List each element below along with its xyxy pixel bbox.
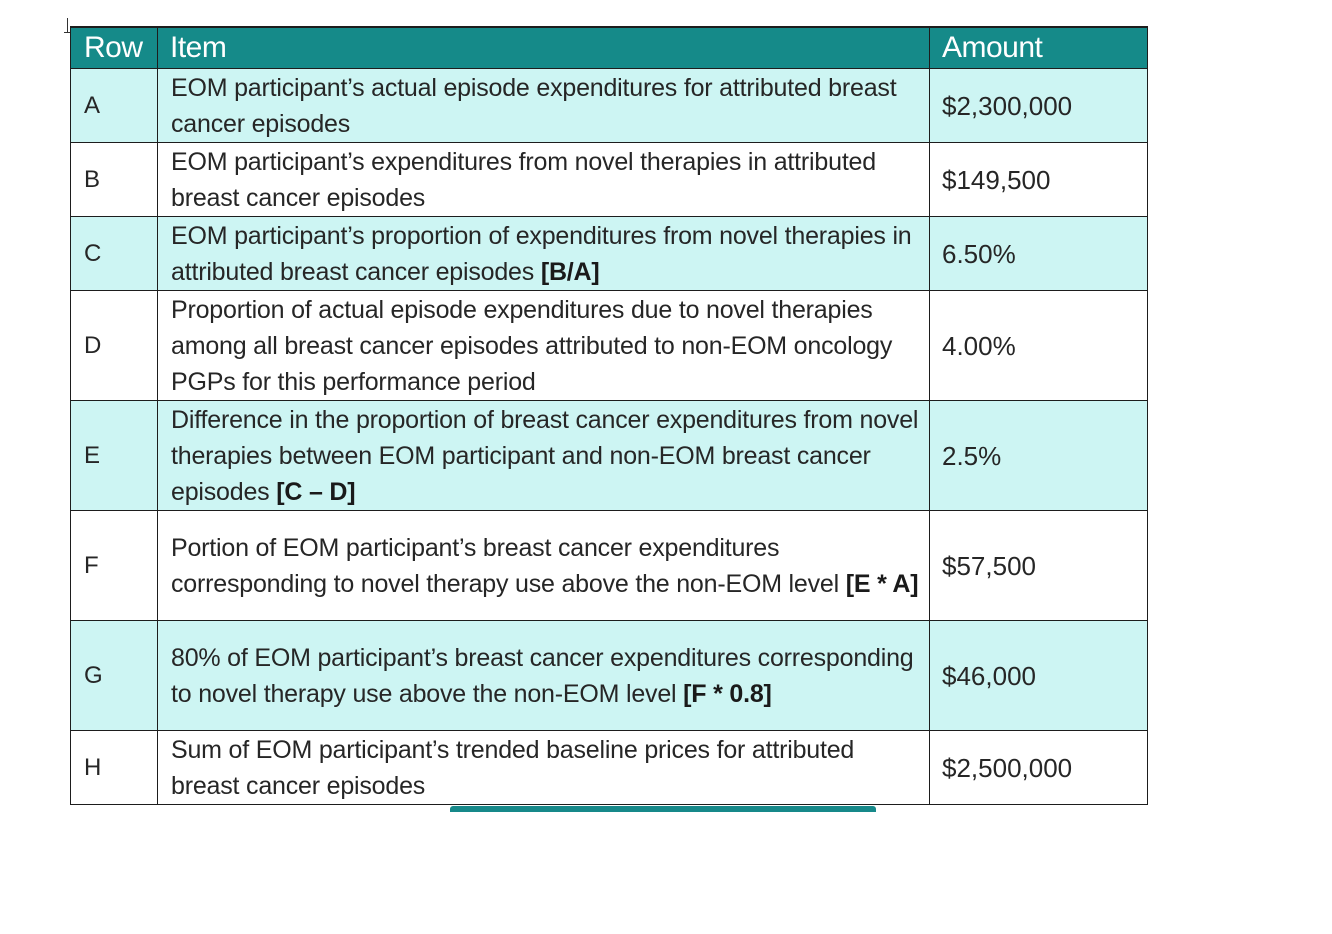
table-row: B EOM participant’s expenditures from no… — [70, 142, 1148, 217]
item-formula: [B/A] — [540, 257, 600, 286]
amount-value: $57,500 — [929, 510, 1148, 621]
item-description: EOM participant’s proportion of expendit… — [157, 216, 930, 291]
row-id: H — [70, 730, 158, 805]
bottom-accent-bar — [450, 806, 876, 812]
row-id: C — [70, 216, 158, 291]
item-description: 80% of EOM participant’s breast cancer e… — [157, 620, 930, 731]
table-row: H Sum of EOM participant’s trended basel… — [70, 730, 1148, 805]
row-id: A — [70, 68, 158, 143]
row-id: B — [70, 142, 158, 217]
item-formula: [E * A] — [845, 569, 919, 598]
item-text: Proportion of actual episode expenditure… — [171, 295, 893, 396]
amount-value: $149,500 — [929, 142, 1148, 217]
amount-value: 4.00% — [929, 290, 1148, 401]
row-id: E — [70, 400, 158, 511]
amount-value: 6.50% — [929, 216, 1148, 291]
item-text: 80% of EOM participant’s breast cancer e… — [171, 643, 914, 708]
amount-value: 2.5% — [929, 400, 1148, 511]
amount-value: $46,000 — [929, 620, 1148, 731]
table-row: F Portion of EOM participant’s breast ca… — [70, 510, 1148, 621]
item-formula: [F * 0.8] — [683, 679, 772, 708]
item-description: Sum of EOM participant’s trended baselin… — [157, 730, 930, 805]
item-text: Difference in the proportion of breast c… — [171, 405, 919, 506]
amount-value: $2,500,000 — [929, 730, 1148, 805]
table-row: G 80% of EOM participant’s breast cancer… — [70, 620, 1148, 731]
table-row: D Proportion of actual episode expenditu… — [70, 290, 1148, 401]
amount-value: $2,300,000 — [929, 68, 1148, 143]
table-header-row: Row Item Amount — [70, 26, 1148, 69]
item-text: EOM participant’s actual episode expendi… — [171, 73, 897, 138]
table-row: E Difference in the proportion of breast… — [70, 400, 1148, 511]
table-row: C EOM participant’s proportion of expend… — [70, 216, 1148, 291]
item-text: EOM participant’s expenditures from nove… — [171, 147, 876, 212]
item-description: EOM participant’s expenditures from nove… — [157, 142, 930, 217]
text-cursor-icon — [64, 18, 72, 34]
item-text: Sum of EOM participant’s trended baselin… — [171, 735, 855, 800]
item-text: Portion of EOM participant’s breast canc… — [171, 533, 839, 598]
item-description: EOM participant’s actual episode expendi… — [157, 68, 930, 143]
row-id: F — [70, 510, 158, 621]
item-description: Difference in the proportion of breast c… — [157, 400, 930, 511]
row-id: G — [70, 620, 158, 731]
item-description: Proportion of actual episode expenditure… — [157, 290, 930, 401]
expenditure-table: Row Item Amount A EOM participant’s actu… — [70, 26, 1148, 805]
item-formula: [C – D] — [276, 477, 356, 506]
table-row: A EOM participant’s actual episode expen… — [70, 68, 1148, 143]
header-item: Item — [157, 26, 930, 69]
row-id: D — [70, 290, 158, 401]
item-description: Portion of EOM participant’s breast canc… — [157, 510, 930, 621]
header-amount: Amount — [929, 26, 1148, 69]
header-row: Row — [70, 26, 158, 69]
item-text: EOM participant’s proportion of expendit… — [171, 221, 912, 286]
